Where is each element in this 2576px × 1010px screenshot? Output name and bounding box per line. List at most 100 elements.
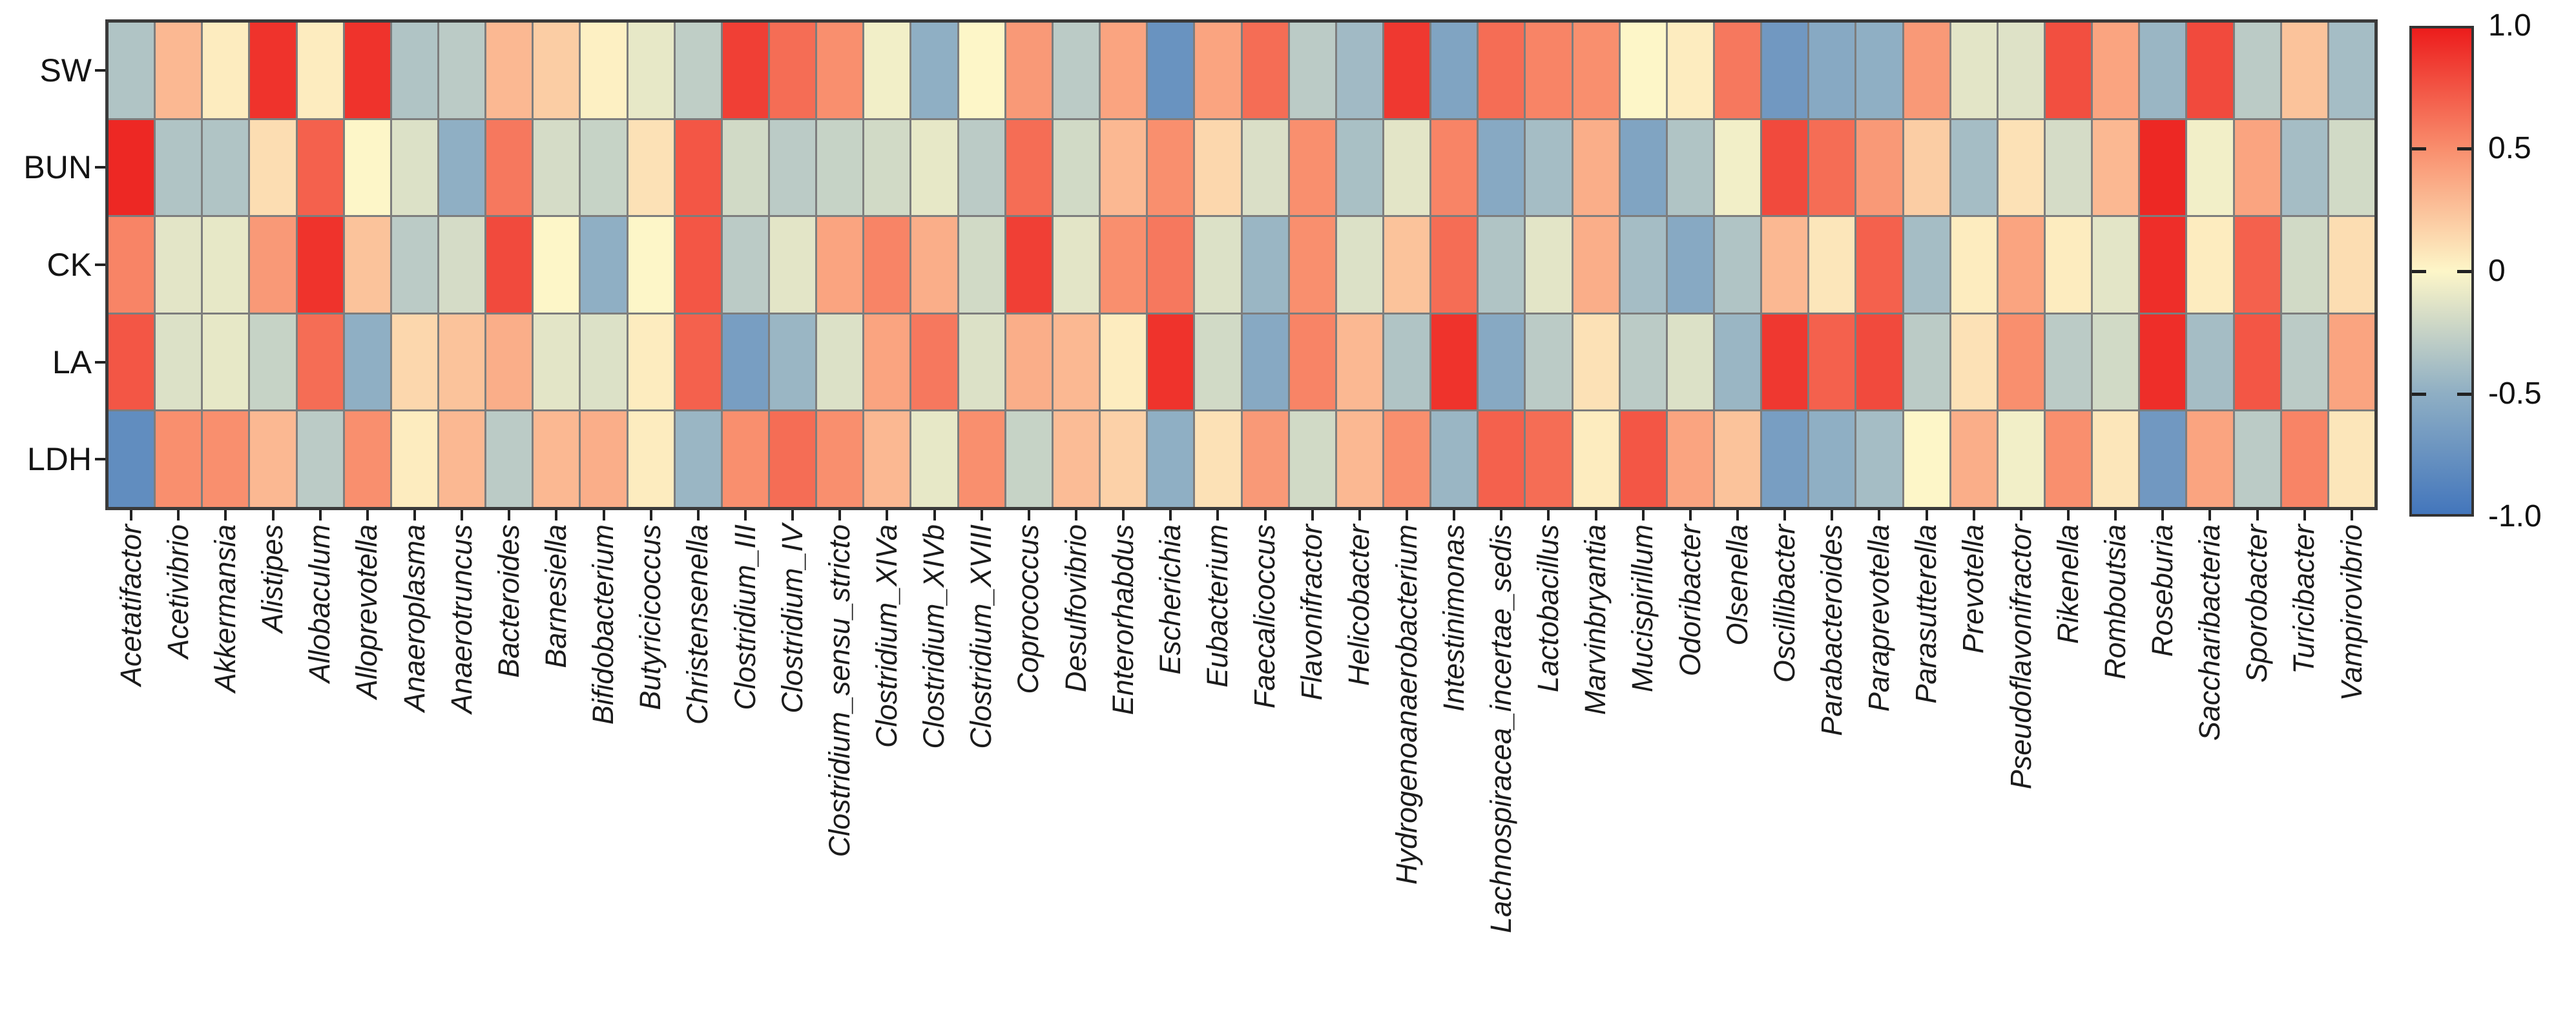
heatmap-cell	[1714, 217, 1761, 313]
column-label-box: Clostridium_IV	[770, 524, 815, 1007]
heatmap-cell	[1951, 217, 1997, 313]
column-label-box: Intestinimonas	[1431, 524, 1477, 1007]
heatmap-cell	[1479, 23, 1524, 118]
heatmap-cell	[534, 217, 579, 313]
heatmap-cell	[2140, 217, 2186, 313]
heatmap-cell	[297, 314, 343, 410]
heatmap-cell	[1998, 23, 2044, 118]
heatmap-cell	[1053, 411, 1099, 507]
heatmap-cell	[1667, 119, 1713, 216]
heatmap-cell	[1667, 411, 1713, 507]
heatmap-cell	[2140, 119, 2186, 216]
heatmap-cell	[1762, 217, 1808, 313]
heatmap-cell	[1573, 411, 1619, 507]
heatmap-cell	[2093, 411, 2139, 507]
heatmap-cell	[297, 23, 343, 118]
heatmap-cell	[1384, 314, 1430, 410]
heatmap-cell	[2329, 217, 2374, 313]
heatmap-cell	[2093, 314, 2139, 410]
heatmap-cell	[1101, 119, 1147, 216]
column-label-box: Clostridium_III	[723, 524, 768, 1007]
row-label: LDH	[26, 441, 92, 478]
column-label: Akkermansia	[208, 524, 242, 693]
heatmap-cell	[1148, 23, 1194, 118]
x-axis-tick	[1783, 510, 1787, 520]
column-label: Bifidobacterium	[587, 524, 620, 725]
heatmap-cell	[1053, 119, 1099, 216]
heatmap-cell	[1053, 23, 1099, 118]
column-label-box: Turicibacter	[2282, 524, 2327, 1007]
heatmap-cell	[250, 217, 296, 313]
x-axis-tick	[1594, 510, 1597, 520]
x-axis-tick	[1547, 510, 1550, 520]
heatmap-cell	[1195, 23, 1241, 118]
x-axis-tick	[2019, 510, 2022, 520]
heatmap-cell	[344, 314, 390, 410]
heatmap-cell	[109, 314, 154, 410]
x-axis-tick	[1878, 510, 1881, 520]
column-label-box: Rikenella	[2046, 524, 2091, 1007]
column-label-box: Paraprevotella	[1856, 524, 1902, 1007]
x-axis-tick	[1500, 510, 1503, 520]
heatmap-cell	[1195, 314, 1241, 410]
column-label-box: Odoribacter	[1668, 524, 1713, 1007]
heatmap-cell	[1998, 314, 2044, 410]
heatmap-cell	[156, 217, 202, 313]
heatmap-cell	[864, 314, 910, 410]
heatmap-cell	[297, 217, 343, 313]
heatmap-cell	[1006, 314, 1052, 410]
heatmap-cell	[1431, 23, 1477, 118]
column-label-box: Lactobacillus	[1526, 524, 1571, 1007]
heatmap-cell	[203, 23, 249, 118]
heatmap-cell	[1904, 217, 1949, 313]
heatmap-cell	[439, 217, 485, 313]
heatmap-cell	[959, 411, 1004, 507]
column-label: Pseudoflavonifractor	[2004, 524, 2037, 790]
heatmap-cell	[1479, 411, 1524, 507]
column-label: Helicobacter	[1342, 524, 1376, 686]
colorbar-tick	[2412, 393, 2426, 396]
y-axis-tick	[95, 68, 105, 72]
heatmap-cell	[1762, 23, 1808, 118]
x-axis-tick	[1453, 510, 1456, 520]
x-axis-tick	[1263, 510, 1267, 520]
column-label: Clostridium_XVIII	[964, 524, 998, 749]
column-label: Lactobacillus	[1532, 524, 1565, 693]
heatmap-cell	[1195, 119, 1241, 216]
heatmap-cell	[2045, 119, 2092, 216]
column-label-box: Pseudoflavonifractor	[1999, 524, 2044, 1007]
heatmap-cell	[1856, 314, 1902, 410]
heatmap-cell	[1714, 314, 1761, 410]
heatmap-cell	[1336, 119, 1382, 216]
column-label: Faecalicoccus	[1248, 524, 1282, 709]
column-label: Vampirovibrio	[2334, 524, 2368, 701]
row-label: CK	[47, 247, 92, 283]
heatmap-cell	[770, 314, 816, 410]
heatmap-cell	[109, 217, 154, 313]
heatmap-cell	[1431, 411, 1477, 507]
heatmap-cell	[1809, 411, 1855, 507]
heatmap-cell	[628, 119, 674, 216]
heatmap-cell	[1904, 23, 1949, 118]
heatmap-cell	[1242, 314, 1288, 410]
column-label-box: Roseburia	[2140, 524, 2185, 1007]
heatmap-cell	[1101, 217, 1147, 313]
column-label-box: Hydrogenoanaerobacterium	[1384, 524, 1429, 1007]
heatmap-cell	[2329, 411, 2374, 507]
x-axis-tick	[2256, 510, 2259, 520]
colorbar-label: 0.5	[2488, 131, 2531, 165]
heatmap-cell	[391, 411, 438, 507]
column-label-box: Bacteroides	[486, 524, 532, 1007]
heatmap-cell	[2281, 314, 2327, 410]
heatmap-cell	[1384, 411, 1430, 507]
heatmap-cell	[1904, 411, 1949, 507]
column-label-box: Clostridium_XIVb	[911, 524, 957, 1007]
x-axis-tick	[933, 510, 936, 520]
colorbar-tick	[2457, 270, 2471, 273]
column-label: Saccharibacteria	[2193, 524, 2227, 741]
column-label: Enterorhabdus	[1106, 524, 1139, 716]
heatmap-cell	[1242, 119, 1288, 216]
column-label: Roseburia	[2145, 524, 2179, 657]
heatmap-cell	[1620, 411, 1666, 507]
heatmap-cell	[2045, 411, 2092, 507]
